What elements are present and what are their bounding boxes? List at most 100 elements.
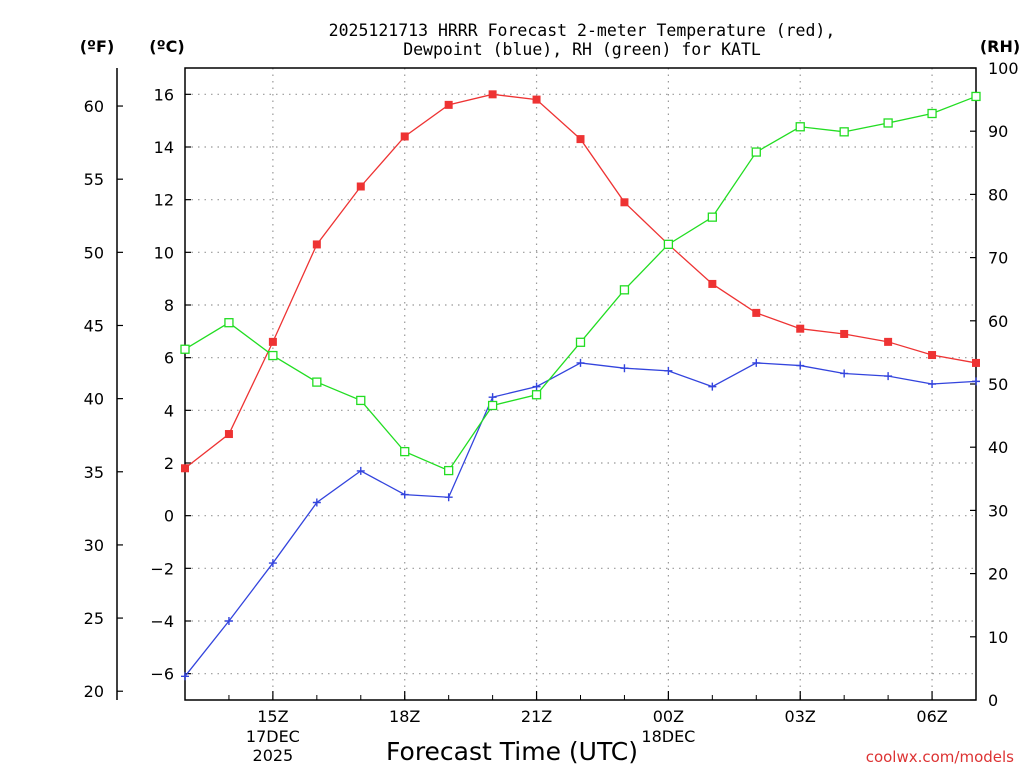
fahrenheit-tick-label: 20 <box>84 682 104 701</box>
series-layer <box>181 90 980 680</box>
celsius-tick-label: 4 <box>164 401 174 420</box>
data-point-dewpoint <box>884 372 892 380</box>
celsius-tick-label: −4 <box>150 612 174 631</box>
data-point-temperature <box>313 240 321 248</box>
data-point-dewpoint <box>401 491 409 499</box>
rh-tick-label: 30 <box>988 501 1008 520</box>
celsius-tick-label: 14 <box>154 138 174 157</box>
date-label: 18DEC <box>641 727 695 746</box>
series-line-dewpoint <box>185 363 976 676</box>
fahrenheit-tick-label: 30 <box>84 536 104 555</box>
celsius-tick-label: −2 <box>150 559 174 578</box>
data-point-temperature <box>401 132 409 140</box>
celsius-tick-label: 0 <box>164 507 174 526</box>
rh-tick-label: 40 <box>988 438 1008 457</box>
rh-tick-label: 10 <box>988 628 1008 647</box>
series-line-rh <box>185 96 976 470</box>
rh-tick-label: 100 <box>988 59 1019 78</box>
fahrenheit-tick-label: 60 <box>84 97 104 116</box>
data-point-dewpoint <box>577 359 585 367</box>
data-point-rh <box>928 110 936 118</box>
rh-tick-label: 80 <box>988 185 1008 204</box>
data-point-dewpoint <box>445 493 453 501</box>
credit-text: coolwx.com/models <box>866 748 1014 766</box>
forecast-chart: −6−4−20246810121416202530354045505560010… <box>0 0 1024 768</box>
data-point-temperature <box>533 96 541 104</box>
data-point-temperature <box>796 325 804 333</box>
data-point-temperature <box>620 198 628 206</box>
data-point-temperature <box>489 90 497 98</box>
rh-tick-label: 60 <box>988 312 1008 331</box>
fahrenheit-tick-label: 45 <box>84 316 104 335</box>
rh-tick-label: 20 <box>988 565 1008 584</box>
celsius-tick-label: 2 <box>164 454 174 473</box>
data-point-rh <box>313 378 321 386</box>
data-point-rh <box>181 345 189 353</box>
data-point-dewpoint <box>840 369 848 377</box>
data-point-rh <box>533 391 541 399</box>
data-point-rh <box>225 319 233 327</box>
data-point-rh <box>972 92 980 100</box>
date-label: 17DEC <box>246 727 300 746</box>
celsius-tick-label: 16 <box>154 85 174 104</box>
data-point-rh <box>577 338 585 346</box>
date-label: 2025 <box>253 746 294 765</box>
data-point-temperature <box>225 430 233 438</box>
data-point-rh <box>489 401 497 409</box>
fahrenheit-tick-label: 55 <box>84 170 104 189</box>
fahrenheit-tick-label: 50 <box>84 243 104 262</box>
axes: −6−4−20246810121416202530354045505560010… <box>84 59 1019 765</box>
data-point-temperature <box>445 101 453 109</box>
data-point-rh <box>620 286 628 294</box>
data-point-dewpoint <box>708 383 716 391</box>
data-point-rh <box>708 213 716 221</box>
data-point-temperature <box>708 280 716 288</box>
fahrenheit-unit-label: (ºF) <box>80 37 115 56</box>
data-point-temperature <box>972 359 980 367</box>
data-point-dewpoint <box>489 393 497 401</box>
chart-title-line-1: 2025121713 HRRR Forecast 2-meter Tempera… <box>329 21 836 40</box>
rh-tick-label: 90 <box>988 122 1008 141</box>
x-tick-label: 15Z <box>257 707 288 726</box>
x-tick-label: 00Z <box>653 707 684 726</box>
data-point-temperature <box>884 338 892 346</box>
data-point-dewpoint <box>620 364 628 372</box>
data-point-rh <box>664 240 672 248</box>
data-point-dewpoint <box>664 367 672 375</box>
rh-tick-label: 70 <box>988 249 1008 268</box>
fahrenheit-tick-label: 25 <box>84 609 104 628</box>
chart-title-line-2: Dewpoint (blue), RH (green) for KATL <box>403 40 761 59</box>
fahrenheit-tick-label: 40 <box>84 390 104 409</box>
data-point-temperature <box>752 309 760 317</box>
data-point-temperature <box>357 183 365 191</box>
celsius-tick-label: 12 <box>154 191 174 210</box>
celsius-tick-label: −6 <box>150 665 174 684</box>
data-point-rh <box>269 352 277 360</box>
grid-lines <box>185 68 976 700</box>
data-point-rh <box>796 123 804 131</box>
fahrenheit-tick-label: 35 <box>84 463 104 482</box>
rh-unit-label: (RH) <box>980 37 1020 56</box>
data-point-rh <box>840 128 848 136</box>
x-axis-title: Forecast Time (UTC) <box>386 737 638 766</box>
x-tick-label: 18Z <box>389 707 420 726</box>
rh-tick-label: 50 <box>988 375 1008 394</box>
series-line-temperature <box>185 94 976 468</box>
x-tick-label: 21Z <box>521 707 552 726</box>
plot-frame <box>185 68 976 700</box>
data-point-temperature <box>269 338 277 346</box>
data-point-temperature <box>840 330 848 338</box>
data-point-dewpoint <box>752 359 760 367</box>
data-point-temperature <box>181 464 189 472</box>
data-point-rh <box>357 396 365 404</box>
data-point-rh <box>401 448 409 456</box>
data-point-dewpoint <box>533 383 541 391</box>
celsius-unit-label: (ºC) <box>149 37 184 56</box>
data-point-dewpoint <box>796 362 804 370</box>
x-tick-label: 03Z <box>785 707 816 726</box>
data-point-temperature <box>577 135 585 143</box>
rh-tick-label: 0 <box>988 691 998 710</box>
celsius-tick-label: 6 <box>164 349 174 368</box>
celsius-tick-label: 8 <box>164 296 174 315</box>
x-tick-label: 06Z <box>916 707 947 726</box>
